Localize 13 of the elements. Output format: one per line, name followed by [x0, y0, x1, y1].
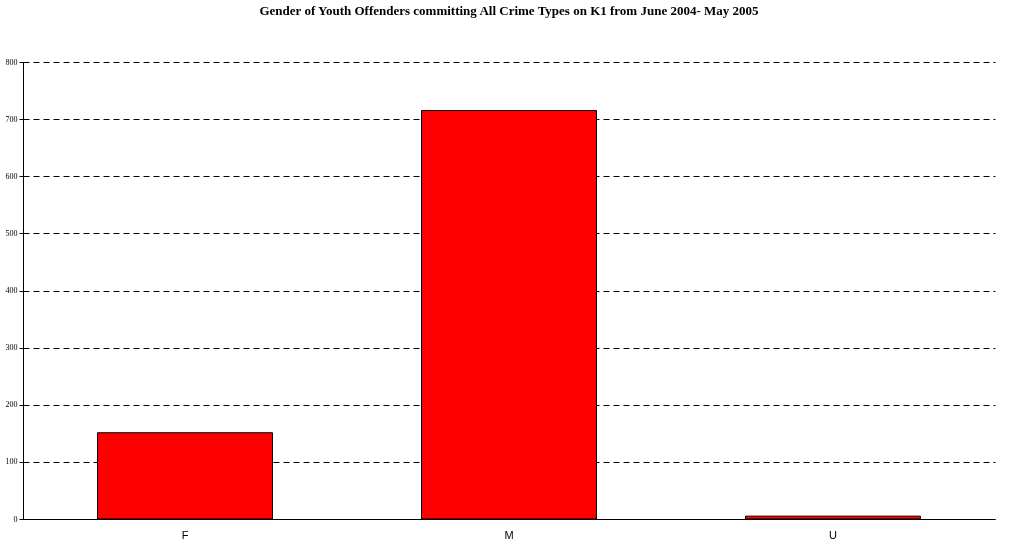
y-tick-label: 200 — [5, 400, 18, 410]
x-tick-label: F — [181, 528, 189, 541]
y-tick-label: 100 — [5, 457, 18, 467]
y-tick-label: 800 — [5, 57, 18, 67]
x-tick-label: U — [829, 528, 838, 541]
chart-title: Gender of Youth Offenders committing All Crime Types on K1 from June 2004- May 2005 — [259, 3, 760, 18]
y-tick-label: 500 — [5, 228, 18, 238]
y-tick-label: 600 — [5, 171, 18, 181]
y-tick-label: 400 — [5, 286, 18, 295]
x-tick-label: M — [504, 528, 514, 541]
y-tick-label: 0 — [13, 514, 18, 524]
y-tick-label: 300 — [5, 343, 18, 353]
y-tick-label: 700 — [5, 114, 18, 124]
